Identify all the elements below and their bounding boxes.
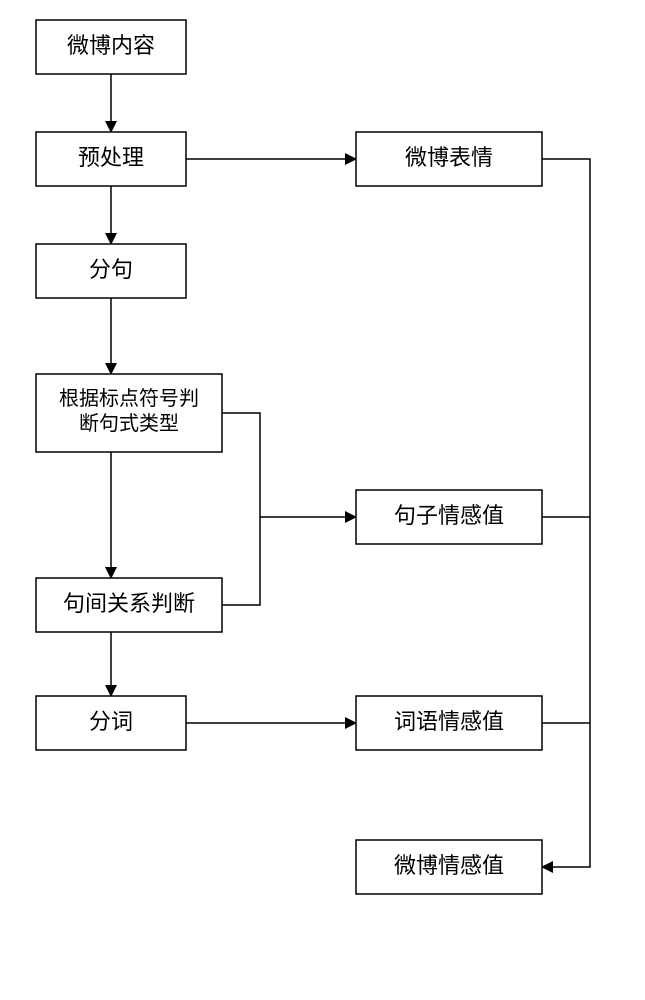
flow-node-label: 分词	[89, 709, 133, 734]
flow-node-label: 微博内容	[67, 33, 155, 58]
flow-node: 微博情感值	[356, 840, 542, 894]
flow-node-label: 预处理	[78, 145, 144, 170]
flow-node: 微博内容	[36, 20, 186, 74]
flow-node-label: 分句	[89, 257, 133, 282]
flow-node-label: 根据标点符号判	[59, 387, 199, 410]
flow-node-label: 句间关系判断	[63, 591, 195, 616]
flow-node: 词语情感值	[356, 696, 542, 750]
flow-edge	[222, 413, 356, 517]
flowchart-canvas: 微博内容预处理分句根据标点符号判断句式类型句间关系判断分词 微博表情句子情感值词语…	[0, 0, 645, 1000]
flow-node-label: 词语情感值	[394, 709, 504, 734]
flow-edge	[222, 517, 260, 605]
flow-node: 句子情感值	[356, 490, 542, 544]
flow-node: 微博表情	[356, 132, 542, 186]
flow-node-label: 微博表情	[405, 145, 493, 170]
flow-node: 预处理	[36, 132, 186, 186]
flow-node-label: 断句式类型	[79, 412, 179, 435]
flow-node: 分句	[36, 244, 186, 298]
flow-node: 分词	[36, 696, 186, 750]
flow-node-label: 句子情感值	[394, 503, 504, 528]
flow-node: 根据标点符号判断句式类型	[36, 374, 222, 452]
flow-node: 句间关系判断	[36, 578, 222, 632]
flow-edge	[542, 159, 590, 867]
flow-node-label: 微博情感值	[394, 853, 504, 878]
